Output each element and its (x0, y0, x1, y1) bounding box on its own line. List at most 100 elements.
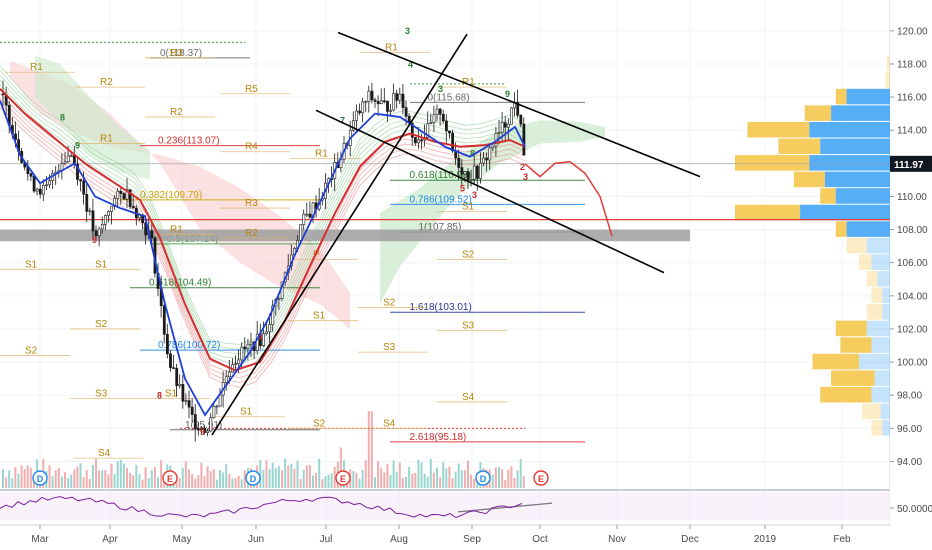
candle-body (113, 198, 117, 207)
volume-bar (308, 465, 311, 488)
sequential-count: 2 (520, 162, 525, 172)
volume-bar (324, 475, 327, 488)
price-axis[interactable]: 120.00118.00116.00114.00112.00110.00108.… (890, 0, 932, 550)
profile-bar-buy (840, 337, 872, 353)
candle-body (104, 215, 107, 225)
volume-bar (20, 465, 23, 488)
candle-body (299, 224, 303, 241)
candle-body (265, 331, 269, 334)
volume-bar (457, 463, 460, 488)
profile-bar-sell (831, 105, 890, 121)
pivot-label: R2 (245, 228, 258, 239)
volume-bar (361, 469, 364, 488)
x-tick-label: Mar (31, 534, 49, 545)
y-tick-label: 94.00 (897, 457, 922, 468)
event-marker-letter[interactable]: D (37, 474, 44, 484)
event-marker-letter[interactable]: E (167, 474, 173, 484)
candle-body (249, 341, 253, 345)
time-axis[interactable]: Mar Apr May Jun Jul Aug Sep Oct Nov Dec 2019 Feb (0, 524, 890, 550)
volume-bar (299, 478, 302, 488)
volume-bar (144, 467, 147, 488)
candle-body (240, 346, 244, 361)
pivot-label: S3 (383, 342, 396, 353)
volume-bar (333, 466, 336, 488)
event-marker-letter[interactable]: D (480, 474, 487, 484)
candle-body (82, 180, 86, 195)
sequential-count: 9 (505, 89, 510, 99)
profile-bar-buy (862, 403, 881, 420)
y-tick-label: 100.00 (897, 358, 928, 369)
event-marker-circle[interactable] (162, 470, 178, 486)
rsi-tick-label: 50.0000 (897, 504, 932, 515)
pivot-label: S1 (313, 311, 326, 322)
event-marker-letter[interactable]: D (250, 474, 257, 484)
last-price-label[interactable]: 111.97 (894, 160, 924, 171)
candle-body (466, 171, 470, 181)
trend-line[interactable] (315, 109, 665, 274)
volume-bar (370, 411, 373, 488)
volume-bar (386, 463, 389, 488)
fib-label: 1(107.85) (419, 222, 462, 233)
volume-bar (504, 479, 507, 488)
candle-body (469, 179, 473, 181)
fib-label: 0.236(113.07) (158, 136, 220, 147)
profile-bar-sell (800, 204, 890, 221)
volume-bar (380, 468, 383, 488)
volume-bar (2, 469, 4, 488)
candle-body (472, 165, 476, 180)
volume-bars (2, 411, 525, 488)
volume-bar (191, 473, 194, 488)
event-marker-letter[interactable]: E (340, 474, 346, 484)
pivot-label: R2 (100, 77, 113, 88)
pivot-label: R1 (30, 62, 43, 73)
candle-body (76, 163, 79, 180)
ribbon-line (0, 84, 526, 364)
candle-body (485, 157, 489, 161)
volume-bar (516, 470, 519, 488)
profile-bar-sell (882, 420, 890, 436)
candle-body (32, 176, 36, 192)
event-marker-letter[interactable]: E (538, 474, 544, 484)
last-price-box[interactable] (890, 155, 932, 172)
profile-bar-sell (871, 337, 890, 353)
pivot-label: S1 (95, 259, 108, 270)
fib-label: 0.382(109.79) (140, 190, 202, 201)
candle-body (392, 93, 396, 111)
volume-bar (262, 469, 265, 488)
volume-bar (234, 478, 237, 488)
candle-body (66, 155, 70, 163)
pivot-label: S3 (462, 321, 475, 332)
event-marker-circle[interactable] (32, 470, 48, 486)
candle-body (128, 189, 132, 207)
sequential-count: 4 (408, 59, 413, 69)
volume-bar (367, 411, 370, 488)
volume-bar (85, 470, 88, 488)
pivot-label: S1 (462, 201, 475, 212)
pivot-label: R1 (462, 77, 475, 88)
event-marker-circle[interactable] (245, 470, 261, 486)
candle-body (41, 184, 45, 195)
volume-bar (290, 463, 293, 488)
candle-body (35, 188, 39, 192)
event-marker-circle[interactable] (533, 470, 549, 486)
sequential-count: 3 (523, 172, 528, 182)
volume-bar (302, 469, 305, 488)
volume-bar (442, 461, 445, 488)
volume-bar (181, 468, 184, 488)
candle-body (38, 188, 42, 195)
trend-line[interactable] (211, 33, 468, 436)
candle-body (243, 346, 247, 350)
event-marker-circle[interactable] (475, 470, 491, 486)
volume-bar (153, 467, 156, 488)
sequential-count: 3 (472, 190, 477, 200)
event-marker-circle[interactable] (335, 470, 351, 486)
pivot-label: R1 (315, 148, 328, 159)
volume-bar (116, 461, 119, 488)
trend-line[interactable] (337, 31, 701, 178)
volume-bar (330, 473, 333, 488)
volume-bar (355, 472, 358, 488)
fib-label: 1(95.91) (185, 420, 222, 431)
volume-bar (113, 474, 116, 488)
